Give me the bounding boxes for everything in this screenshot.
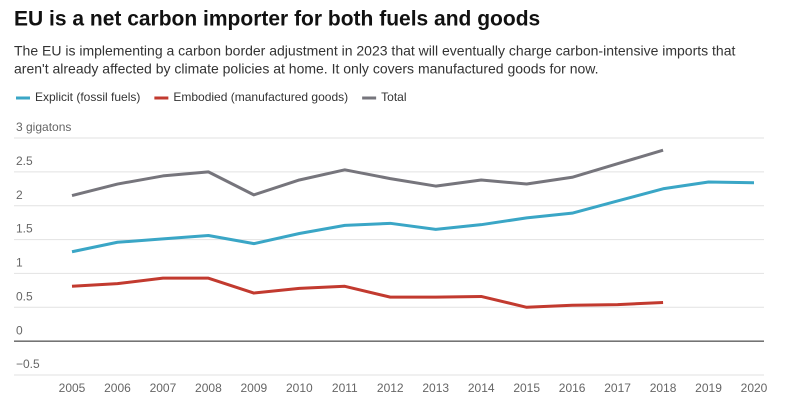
y-tick-label: 1 [16, 256, 23, 270]
x-tick-label: 2012 [377, 381, 404, 395]
x-tick-label: 2010 [286, 381, 313, 395]
x-tick-label: 2015 [513, 381, 540, 395]
x-tick-label: 2011 [332, 381, 358, 395]
chart-subtitle: aren't already affected by climate polic… [14, 61, 599, 77]
legend-label: Embodied (manufactured goods) [173, 90, 348, 104]
y-tick-label: 3 gigatons [16, 120, 71, 134]
y-tick-label: −0.5 [16, 357, 40, 371]
x-tick-label: 2014 [468, 381, 495, 395]
x-tick-label: 2016 [559, 381, 586, 395]
x-tick-label: 2007 [150, 381, 177, 395]
y-tick-label: 1.5 [16, 222, 33, 236]
x-tick-label: 2006 [104, 381, 131, 395]
x-tick-label: 2019 [695, 381, 722, 395]
data-line [71, 276, 664, 309]
x-tick-label: 2020 [741, 381, 768, 395]
x-tick-label: 2005 [59, 381, 86, 395]
data-line [71, 148, 664, 198]
y-tick-label: 2.5 [16, 154, 33, 168]
y-tick-label: 2 [16, 188, 23, 202]
x-tick-label: 2009 [241, 381, 268, 395]
chart-title: EU is a net carbon importer for both fue… [14, 8, 540, 31]
data-line [71, 180, 755, 254]
x-tick-label: 2017 [604, 381, 631, 395]
x-tick-label: 2018 [650, 381, 677, 395]
y-tick-label: 0.5 [16, 289, 33, 303]
x-tick-label: 2013 [422, 381, 449, 395]
x-tick-label: 2008 [195, 381, 222, 395]
legend-label: Explicit (fossil fuels) [35, 90, 140, 104]
y-tick-label: 0 [16, 323, 23, 337]
legend-label: Total [381, 90, 406, 104]
chart-subtitle: The EU is implementing a carbon border a… [14, 43, 735, 59]
